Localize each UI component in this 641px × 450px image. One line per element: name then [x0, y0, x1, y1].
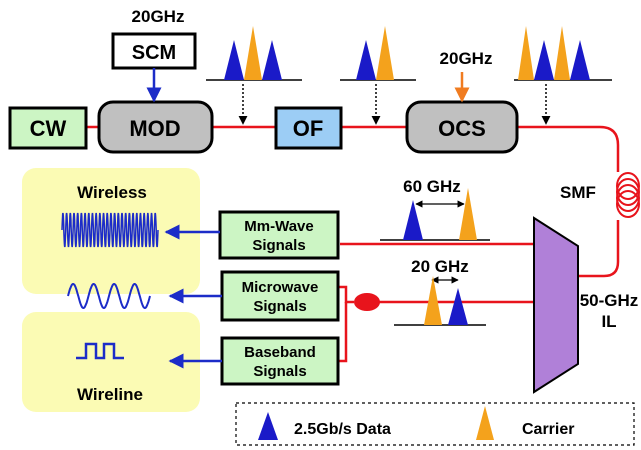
optical-splitter: [354, 293, 380, 311]
scm-frequency-label: 20GHz: [132, 7, 185, 26]
mmwave-signals-box: [218, 210, 340, 260]
spectrum-after-mod: [206, 26, 302, 125]
legend-carrier-label: Carrier: [522, 421, 574, 438]
spectrum-20ghz: 20 GHz: [394, 257, 486, 326]
legend-data-icon: [258, 412, 278, 440]
mmwave-label-line1: Mm-Wave: [244, 218, 313, 235]
data-peak: [534, 40, 554, 80]
wireline-label: Wireline: [77, 385, 143, 404]
carrier-peak: [554, 26, 570, 80]
smf-coil: [616, 172, 640, 218]
il-label-line2: IL: [601, 312, 616, 331]
spectrum-after-of: [340, 26, 416, 125]
baseband-signals-box: [220, 336, 340, 386]
interleaver: [533, 216, 579, 394]
spacing-60ghz-label: 60 GHz: [403, 177, 461, 196]
microwave-waveform: [67, 283, 151, 309]
ocs-frequency-label: 20GHz: [440, 49, 493, 68]
spectrum-after-ocs: [514, 26, 612, 125]
spacing-20ghz-label: 20 GHz: [411, 257, 469, 276]
data-peak: [570, 40, 590, 80]
baseband-label-line2: Signals: [253, 363, 306, 380]
mod-label: MOD: [129, 116, 180, 141]
wireline-panel: [22, 312, 200, 412]
baseband-label-line1: Baseband: [244, 344, 316, 361]
cw-label: CW: [30, 116, 67, 141]
cw-block: [8, 106, 88, 150]
mmwave-label-line2: Signals: [252, 237, 305, 254]
carrier-peak: [459, 188, 477, 240]
il-label-line1: 50-GHz: [580, 291, 639, 310]
carrier-peak: [518, 26, 534, 80]
of-block: [274, 106, 343, 150]
of-label: OF: [293, 116, 324, 141]
data-peak: [356, 40, 376, 80]
scm-label: SCM: [132, 42, 176, 64]
microwave-label-line1: Microwave: [242, 279, 319, 296]
mmwave-waveform: [61, 212, 159, 248]
legend-data-label: 2.5Gb/s Data: [294, 421, 391, 438]
legend-box: [235, 402, 635, 446]
carrier-peak: [244, 26, 262, 80]
smf-label: SMF: [560, 183, 596, 202]
baseband-waveform: [76, 342, 124, 360]
data-peak: [448, 288, 468, 325]
carrier-peak: [424, 276, 442, 325]
data-peak: [403, 200, 423, 240]
wireless-label: Wireless: [77, 183, 147, 202]
wireless-panel: [22, 168, 200, 294]
spectrum-60ghz: 60 GHz: [380, 177, 490, 241]
legend-carrier-icon: [476, 406, 494, 440]
carrier-peak: [376, 26, 394, 80]
ocs-label: OCS: [438, 116, 486, 141]
data-peak: [262, 40, 282, 80]
optical-fiber-path: [86, 125, 620, 363]
data-peak: [224, 40, 244, 80]
microwave-label-line2: Signals: [253, 298, 306, 315]
